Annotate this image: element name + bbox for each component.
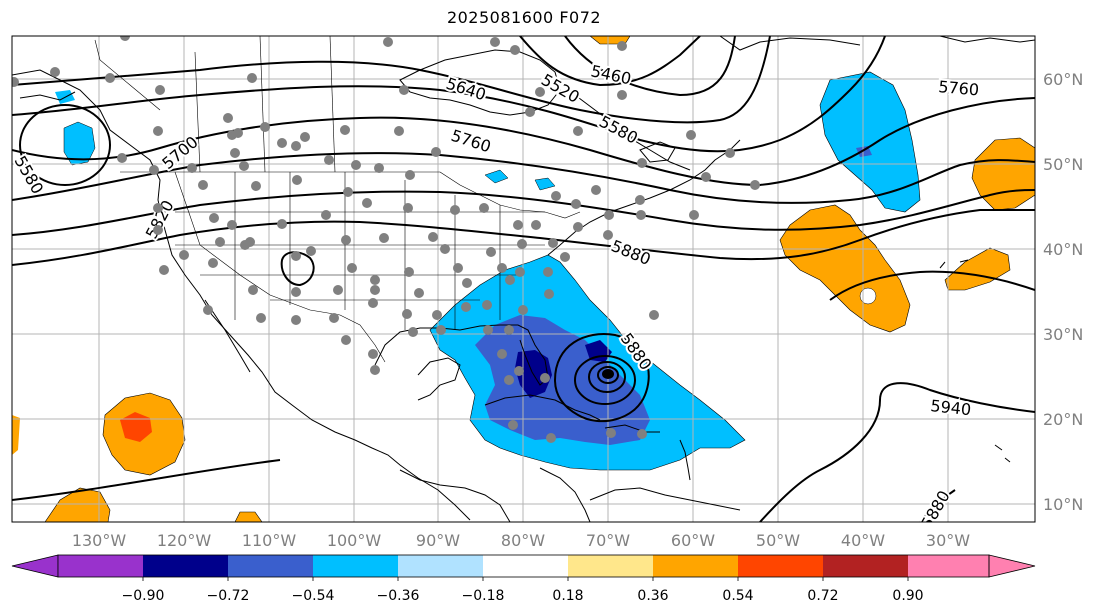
lon-label-80w: 80°W [501, 531, 545, 550]
colorbar-bin-7 [568, 555, 653, 577]
lon-label-120w: 120°W [157, 531, 212, 550]
positive-anomaly-southwest [44, 487, 111, 522]
lon-label-40w: 40°W [841, 531, 885, 550]
negative-anomaly-core-mid [475, 315, 650, 445]
positive-anomaly-atlantic-central [779, 204, 911, 333]
positive-anomaly-northeast [971, 137, 1035, 211]
colorbar-tick-label: −0.90 [122, 588, 165, 604]
lon-label-130w: 130°W [72, 531, 127, 550]
colorbar-tick-label: 0.90 [892, 588, 923, 604]
longitude-labels: 130°W 120°W 110°W 100°W 90°W 80°W 70°W 6… [72, 531, 970, 550]
lat-label-30n: 30°N [1043, 325, 1083, 344]
map-area: 5520 5460 5640 5580 5760 5700 5580 5820 … [12, 36, 1035, 522]
negative-anomaly-small-1 [484, 169, 509, 184]
coastlines [12, 36, 1035, 522]
contour-label-5760-east: 5760 [938, 77, 980, 99]
lat-label-50n: 50°N [1043, 155, 1083, 174]
negative-anomaly-small-2 [534, 177, 556, 191]
map-frame [11, 35, 1036, 523]
lat-label-20n: 20°N [1043, 410, 1083, 429]
station-markers [12, 36, 760, 443]
shaded-anomalies [12, 36, 1035, 522]
colorbar-bin-6 [483, 555, 568, 577]
lon-label-70w: 70°W [586, 531, 630, 550]
lat-label-40n: 40°N [1043, 240, 1083, 259]
colorbar-extend-max [988, 554, 1036, 578]
positive-anomaly-hole [859, 287, 877, 305]
colorbar-tick-label: 0.72 [807, 588, 838, 604]
colorbar-bin-9 [738, 555, 823, 577]
colorbar-bin-11 [908, 555, 989, 577]
colorbar-tick-label: 0.36 [637, 588, 668, 604]
colorbar-tick-label: −0.36 [377, 588, 420, 604]
colorbar-bin-5 [398, 555, 483, 577]
colorbar-tick-label: 0.54 [722, 588, 753, 604]
colorbar-tick-label: −0.54 [292, 588, 335, 604]
lon-label-90w: 90°W [416, 531, 460, 550]
positive-anomaly-south-small [234, 511, 263, 522]
negative-anomaly-alaska [63, 121, 96, 166]
colorbar-frame [57, 554, 990, 578]
colorbar-tick-label: −0.72 [207, 588, 250, 604]
positive-anomaly-left-edge [12, 415, 20, 455]
negative-anomaly-north-atlantic [819, 71, 921, 213]
map-title: 2025081600 F072 [446, 8, 602, 27]
positive-anomaly-east [944, 247, 1011, 291]
lon-label-110w: 110°W [242, 531, 297, 550]
colorbar-tick-label: −0.18 [462, 588, 505, 604]
colorbar-bin-4 [313, 555, 398, 577]
lon-label-50w: 50°W [756, 531, 800, 550]
colorbar-bin-1 [58, 555, 143, 577]
colorbar-bin-2 [143, 555, 228, 577]
lon-label-60w: 60°W [671, 531, 715, 550]
colorbar-extend-min [11, 554, 59, 578]
height-contours [12, 36, 1035, 522]
lon-label-30w: 30°W [926, 531, 970, 550]
lon-label-100w: 100°W [327, 531, 382, 550]
colorbar-tick-label: 0.18 [552, 588, 583, 604]
lat-label-10n: 10°N [1043, 495, 1083, 514]
colorbar-bin-8 [653, 555, 738, 577]
colorbar-bin-3 [228, 555, 313, 577]
colorbar-bin-10 [823, 555, 908, 577]
latitude-labels: 60°N 50°N 40°N 30°N 20°N 10°N [1043, 70, 1083, 514]
lat-label-60n: 60°N [1043, 70, 1083, 89]
colorbar: −0.90 −0.72 −0.54 −0.36 −0.18 0.18 0.36 … [11, 554, 1036, 604]
